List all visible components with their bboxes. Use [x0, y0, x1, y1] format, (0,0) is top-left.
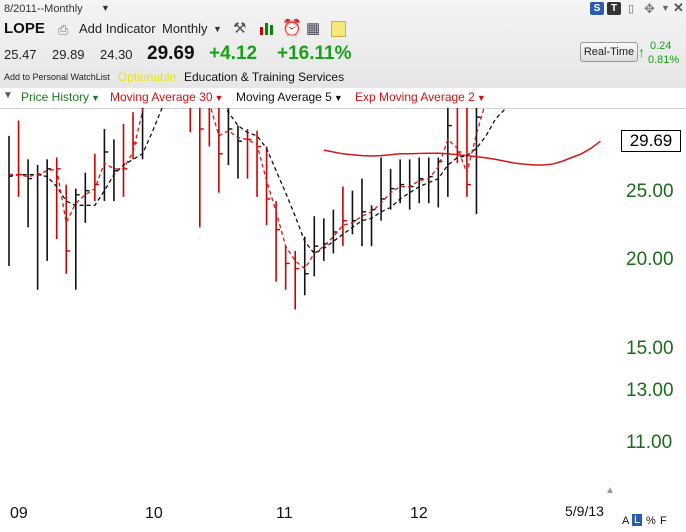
s-icon[interactable]: S: [590, 2, 604, 15]
last-price-box: 29.69: [621, 130, 681, 152]
header-panel: 8/2011--Monthly ▼ S T ▯ ✥ ▼ ✕ LOPE ⎙ Add…: [0, 0, 686, 89]
table-icon[interactable]: ▦: [306, 20, 321, 37]
moving-average-30-label: Moving Average 30: [110, 90, 213, 104]
y-tick-label: 25.00: [626, 181, 674, 202]
last-price: 29.69: [147, 43, 195, 64]
high-price: 29.89: [52, 47, 85, 62]
print-icon[interactable]: ⎙: [58, 22, 69, 37]
realtime-change-percent: 0.81%: [648, 54, 680, 66]
interval-dropdown[interactable]: Monthly: [162, 21, 208, 36]
moving-average-5-label: Moving Average 5: [236, 90, 332, 104]
t-icon[interactable]: T: [607, 2, 621, 15]
y-tick-label: 20.00: [626, 249, 674, 270]
scroll-up-icon[interactable]: ▲: [605, 485, 615, 496]
price-history-dropdown[interactable]: Price History ▼: [21, 90, 100, 104]
price-chart[interactable]: [0, 108, 686, 532]
indicator-legend-bar: ▼ Price History ▼ Moving Average 30 ▼ Movi…: [0, 88, 686, 109]
current-date-label: 5/9/13: [565, 503, 604, 519]
exp-moving-average-2-dropdown[interactable]: Exp Moving Average 2 ▼: [355, 90, 486, 104]
chevron-down-icon[interactable]: ▼: [3, 90, 13, 101]
add-indicator-button[interactable]: Add Indicator: [79, 21, 156, 36]
resize-icon[interactable]: ▯: [628, 3, 635, 15]
price-change-percent: +16.11%: [277, 43, 352, 64]
y-tick-label: 15.00: [626, 338, 674, 359]
scale-percent-button[interactable]: %: [646, 515, 656, 527]
scale-fit-button[interactable]: F: [660, 515, 667, 527]
industry-label[interactable]: Education & Training Services: [184, 70, 345, 84]
moving-average-30-dropdown[interactable]: Moving Average 30 ▼: [110, 90, 224, 104]
chevron-down-icon[interactable]: ▼: [101, 3, 110, 13]
x-tick-label: 11: [276, 505, 293, 522]
y-tick-label: 11.00: [626, 432, 673, 453]
moving-average-5-line: [8, 108, 507, 255]
candlestick-icon[interactable]: [259, 21, 275, 36]
scale-log-button[interactable]: L: [632, 514, 643, 526]
move-icon[interactable]: ✥: [644, 1, 655, 16]
moving-average-30-line: [323, 140, 601, 166]
close-icon[interactable]: ✕: [673, 0, 684, 15]
chevron-down-icon[interactable]: ▼: [213, 24, 222, 34]
low-price: 24.30: [100, 47, 133, 62]
exp-moving-average-2-label: Exp Moving Average 2: [355, 90, 475, 104]
up-arrow-icon: ↑: [638, 44, 645, 60]
symbol-field[interactable]: LOPE: [4, 20, 45, 37]
x-tick-label: 10: [145, 505, 163, 522]
price-change: +4.12: [209, 43, 258, 64]
open-price: 25.47: [4, 47, 37, 62]
x-tick-label: 09: [10, 505, 28, 522]
note-icon[interactable]: [331, 21, 346, 37]
add-to-watchlist-link[interactable]: Add to Personal WatchList: [4, 72, 110, 82]
menu-chevron-icon[interactable]: ▼: [661, 3, 670, 13]
scale-auto-button[interactable]: A: [622, 515, 630, 527]
price-history-label: Price History: [21, 90, 90, 104]
real-time-button[interactable]: Real-Time: [580, 42, 638, 62]
y-tick-label: 13.00: [626, 380, 674, 401]
optionable-badge[interactable]: Optionable: [118, 70, 177, 84]
exp-moving-average-2-line: [9, 108, 485, 270]
period-dropdown[interactable]: 8/2011--Monthly: [4, 3, 83, 15]
realtime-change: 0.24: [650, 40, 672, 52]
tools-icon[interactable]: ⚒: [233, 20, 247, 37]
alarm-clock-icon[interactable]: ⏰: [282, 20, 302, 37]
moving-average-5-dropdown[interactable]: Moving Average 5 ▼: [236, 90, 343, 104]
x-tick-label: 12: [410, 505, 428, 522]
